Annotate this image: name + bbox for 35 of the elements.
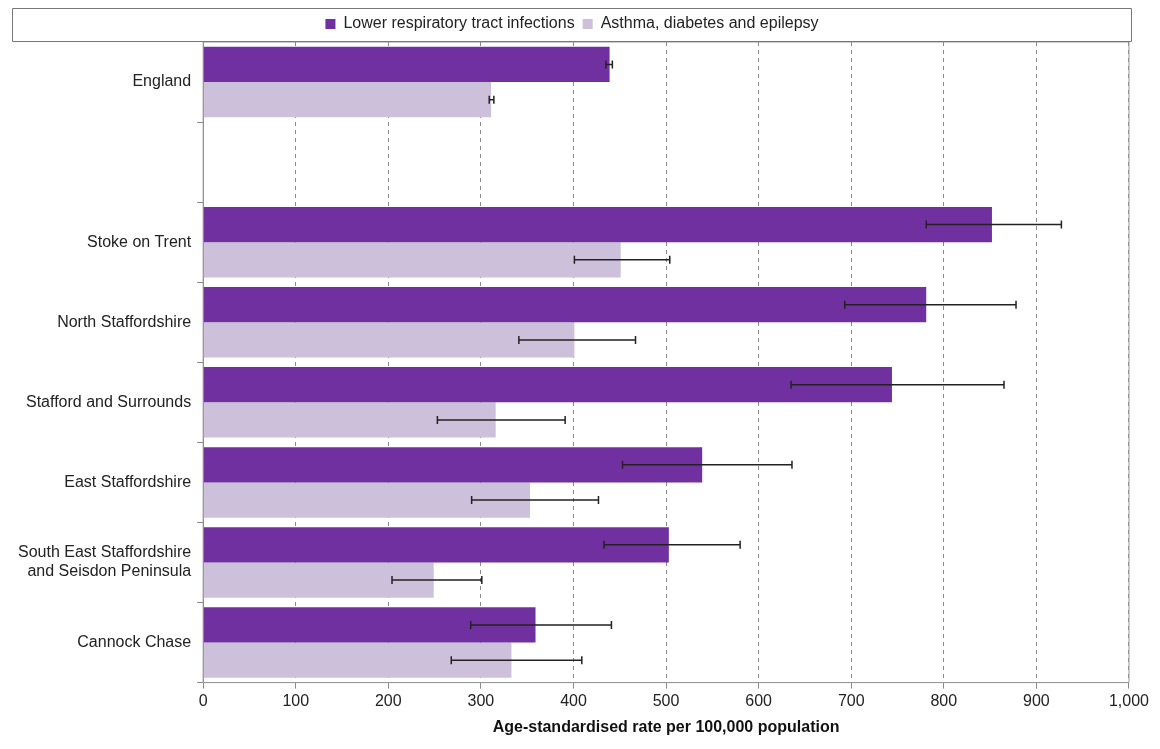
legend-label: Asthma, diabetes and epilepsy bbox=[600, 14, 819, 32]
y-tick-label: Cannock Chase bbox=[77, 632, 192, 650]
x-tick-label: 200 bbox=[374, 691, 402, 709]
bar bbox=[203, 46, 610, 83]
bar bbox=[203, 206, 992, 243]
bar bbox=[203, 447, 703, 483]
bar bbox=[203, 527, 669, 563]
x-tick-label: 500 bbox=[652, 691, 680, 709]
x-tick-label: 300 bbox=[467, 691, 495, 709]
bar bbox=[203, 82, 492, 118]
x-tick-label: 900 bbox=[1023, 691, 1050, 709]
x-tick-label: 0 bbox=[198, 691, 208, 709]
x-tick-label: 400 bbox=[560, 691, 587, 709]
bar bbox=[203, 482, 530, 518]
bar bbox=[203, 287, 927, 323]
y-tick-label: East Staffordshire bbox=[64, 472, 192, 490]
bar bbox=[203, 402, 496, 438]
bar bbox=[203, 367, 892, 403]
x-tick-label: 100 bbox=[282, 691, 310, 709]
x-tick-label: 1,000 bbox=[1108, 691, 1150, 709]
y-tick-label: Stafford and Surrounds bbox=[25, 392, 192, 410]
bar bbox=[203, 562, 434, 598]
y-tick-label: England bbox=[132, 72, 192, 90]
y-tick-label: Stoke on Trent bbox=[87, 232, 192, 250]
bar bbox=[203, 607, 536, 643]
bar bbox=[203, 322, 575, 358]
legend-label: Lower respiratory tract infections bbox=[343, 14, 575, 32]
x-axis-title: Age-standardised rate per 100,000 population bbox=[492, 717, 840, 735]
bar bbox=[203, 642, 512, 678]
x-tick-label: 600 bbox=[745, 691, 773, 709]
bar bbox=[203, 242, 621, 278]
y-tick-label: North Staffordshire bbox=[57, 312, 192, 330]
y-tick-label: South East Staffordshire and Seisdon Peninsula bbox=[18, 543, 192, 580]
x-tick-label: 800 bbox=[930, 691, 958, 709]
x-tick-label: 700 bbox=[837, 691, 865, 709]
